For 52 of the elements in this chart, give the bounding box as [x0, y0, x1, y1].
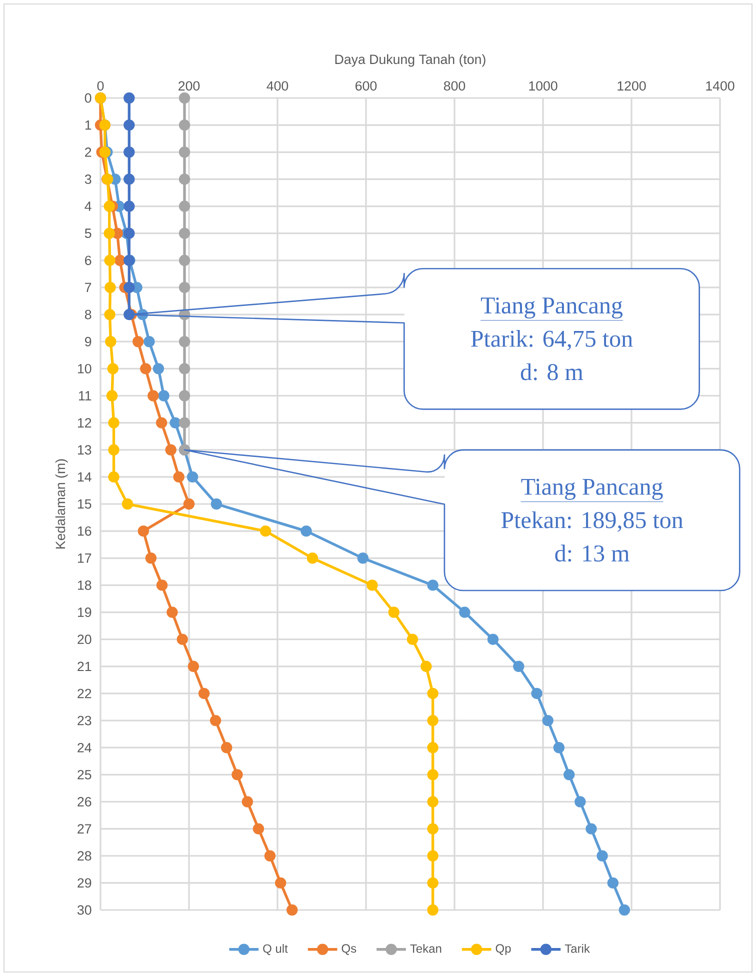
annotation: Ptarik: 64,75 ton — [471, 330, 633, 350]
legend-label: Q ult — [263, 944, 288, 955]
y-tick-label: 12 — [78, 418, 92, 428]
legend-label: Qp — [496, 944, 511, 956]
y-tick-label: 11 — [78, 391, 92, 400]
y-tick-label: 25 — [78, 770, 92, 780]
y-tick-label: 30 — [77, 905, 92, 915]
y-tick-label: 9 — [85, 336, 92, 346]
y-tick-label: 6 — [85, 256, 92, 266]
y-tick-label: 2 — [85, 147, 92, 157]
x-tick-label: 1400 — [706, 81, 734, 91]
y-tick-label: 14 — [78, 472, 92, 482]
x-tick-label: 0 — [97, 81, 104, 91]
annotation: Ptekan: 189,85 ton — [501, 511, 684, 532]
y-tick-label: 10 — [78, 364, 92, 374]
y-tick-label: 0 — [84, 93, 92, 103]
y-tick-label: 5 — [84, 228, 92, 238]
y-tick-label: 15 — [78, 499, 92, 509]
y-tick-label: 1 — [85, 120, 92, 130]
x-tick-label: 1200 — [618, 81, 646, 91]
legend-label: Tarik — [564, 944, 590, 953]
y-tick-label: 7 — [85, 282, 92, 292]
y-tick-label: 26 — [78, 797, 92, 806]
annotation: Tiang Pancang — [521, 478, 663, 500]
x-tick-label: 1000 — [529, 81, 558, 91]
y-axis-title: Kedalaman (m) — [55, 459, 68, 548]
legend-label: Qs — [342, 944, 356, 955]
x-tick-label: 600 — [356, 81, 377, 91]
annotation: d: 8 m — [520, 363, 584, 380]
y-tick-label: 20 — [78, 634, 92, 644]
y-tick-label: 17 — [78, 554, 92, 563]
legend-label: Tekan — [410, 944, 442, 953]
y-tick-label: 19 — [78, 608, 92, 617]
y-tick-label: 13 — [78, 445, 92, 455]
y-tick-label: 24 — [78, 742, 92, 752]
y-tick-label: 27 — [78, 824, 92, 834]
y-tick-label: 18 — [78, 580, 92, 590]
x-tick-label: 400 — [266, 81, 288, 91]
x-axis-title: Daya Dukung Tanah (ton) — [335, 54, 486, 67]
annotation: Tiang Pancang — [480, 297, 622, 319]
y-tick-label: 23 — [78, 716, 92, 726]
annotation: d: 13 m — [555, 544, 630, 562]
y-tick-label: 21 — [78, 662, 92, 672]
y-tick-label: 22 — [78, 688, 92, 698]
y-tick-label: 29 — [78, 878, 92, 888]
y-tick-label: 28 — [78, 851, 92, 861]
y-tick-label: 16 — [78, 526, 92, 536]
y-tick-label: 3 — [84, 174, 92, 184]
y-tick-label: 4 — [84, 202, 92, 211]
x-tick-label: 800 — [444, 81, 466, 91]
x-tick-label: 200 — [178, 81, 200, 91]
y-tick-label: 8 — [84, 310, 92, 320]
